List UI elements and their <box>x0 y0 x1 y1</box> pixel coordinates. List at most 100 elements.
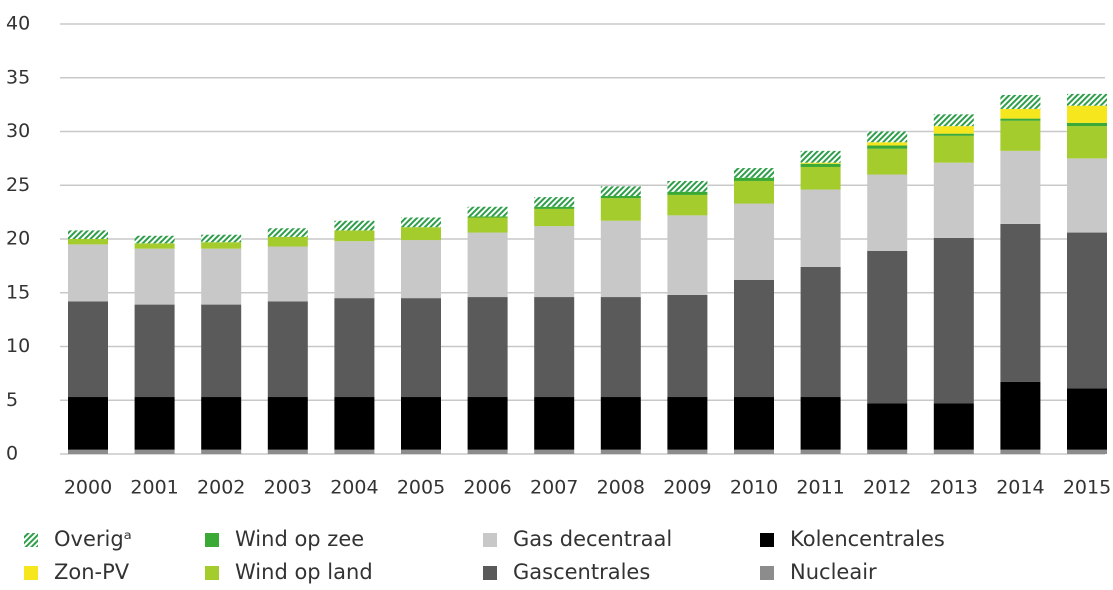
bar-segment <box>334 241 375 299</box>
bar-segment <box>467 217 508 233</box>
bar-segment <box>334 397 375 450</box>
bar-segment <box>134 235 175 244</box>
bar-segment <box>68 244 108 302</box>
legend-swatch <box>483 533 497 547</box>
bar-segment <box>401 227 441 241</box>
bar-segment <box>534 297 575 398</box>
bar-segment <box>933 449 974 454</box>
bar-segment <box>68 301 108 398</box>
bar-segment <box>201 242 242 249</box>
bar-segment <box>1000 381 1041 450</box>
legend-label: Wind op land <box>235 560 373 584</box>
x-tick-label: 2003 <box>264 477 312 499</box>
bar-segment <box>734 449 774 454</box>
bar-segment <box>867 148 908 175</box>
bar-segment <box>933 237 974 404</box>
bar-segment <box>600 196 641 199</box>
legend-label: Gascentrales <box>513 560 650 584</box>
bar-segment <box>201 234 242 243</box>
bar-segment <box>867 145 908 149</box>
y-tick-label: 25 <box>6 174 30 196</box>
bar-segment <box>401 397 441 450</box>
legend-label: Zon-PV <box>54 560 130 584</box>
bar-segment <box>800 397 841 450</box>
bar-segment <box>867 449 908 454</box>
bar-segment <box>401 298 441 398</box>
bar-segment <box>1067 126 1107 159</box>
bar-segment <box>667 215 708 295</box>
x-tick-label: 2014 <box>996 477 1044 499</box>
bar-segment <box>734 168 774 178</box>
bar-segment <box>734 177 774 181</box>
bar-segment <box>134 449 175 454</box>
bar-segment <box>267 397 308 450</box>
x-tick-label: 2015 <box>1063 477 1111 499</box>
x-tick-label: 2011 <box>796 477 844 499</box>
bar-segment <box>667 180 708 192</box>
x-tick-label: 2005 <box>397 477 445 499</box>
bar-segment <box>534 208 575 227</box>
bar-segment <box>534 449 575 454</box>
bar-segment <box>334 230 375 242</box>
bar-segment <box>1067 122 1107 127</box>
bar-segment <box>267 236 308 247</box>
x-tick-label: 2013 <box>930 477 978 499</box>
bar-segment <box>600 449 641 454</box>
y-tick-label: 5 <box>6 389 18 411</box>
bar-segment <box>201 449 242 454</box>
bar-segment <box>1067 388 1107 450</box>
bar-segment <box>134 304 175 398</box>
bar-segment <box>667 191 708 195</box>
y-tick-label: 10 <box>6 335 30 357</box>
bar-segment <box>1000 94 1041 109</box>
x-tick-label: 2007 <box>530 477 578 499</box>
bar-segment <box>867 131 908 143</box>
legend-swatch <box>24 566 38 580</box>
legend-swatch <box>205 566 219 580</box>
x-tick-label: 2012 <box>863 477 911 499</box>
bar-segment <box>534 197 575 207</box>
legend-swatch <box>760 566 774 580</box>
bar-segment <box>134 248 175 305</box>
bar-segment <box>867 403 908 450</box>
bar-segment <box>201 304 242 398</box>
bar-segment <box>267 228 308 237</box>
bar-segment <box>134 243 175 249</box>
bar-segment <box>600 198 641 221</box>
bar-segment <box>734 180 774 204</box>
legend-swatch <box>483 566 497 580</box>
bar-segment <box>667 449 708 454</box>
bar-segment <box>600 297 641 398</box>
bar-segment <box>1000 223 1041 382</box>
bar-segment <box>401 240 441 299</box>
bar-segment <box>1000 120 1041 151</box>
bar-segment <box>68 449 108 454</box>
bar-segment <box>334 220 375 231</box>
legend-label: Nucleair <box>790 560 877 584</box>
bar-segment <box>800 163 841 167</box>
y-tick-label: 15 <box>6 281 30 303</box>
bar-segment <box>1000 108 1041 119</box>
bar-segment <box>467 449 508 454</box>
bar-segment <box>933 162 974 238</box>
x-tick-label: 2010 <box>730 477 778 499</box>
bar-segment <box>534 226 575 298</box>
bar-segment <box>867 174 908 251</box>
bar-segment <box>800 166 841 190</box>
bar-segment <box>1000 449 1041 454</box>
bar-segment <box>1067 105 1107 123</box>
bar-segment <box>734 203 774 280</box>
legend-label: Kolencentrales <box>790 527 945 551</box>
legend-swatch <box>24 533 38 547</box>
bar-segment <box>467 397 508 450</box>
x-tick-label: 2000 <box>64 477 112 499</box>
y-tick-label: 20 <box>6 228 30 250</box>
bar-segment <box>334 298 375 398</box>
bar-segment <box>1067 232 1107 389</box>
x-tick-label: 2008 <box>597 477 645 499</box>
bar-segment <box>534 206 575 209</box>
bar-segment <box>267 301 308 398</box>
bar-segment <box>1000 118 1041 121</box>
bar-segment <box>933 114 974 127</box>
